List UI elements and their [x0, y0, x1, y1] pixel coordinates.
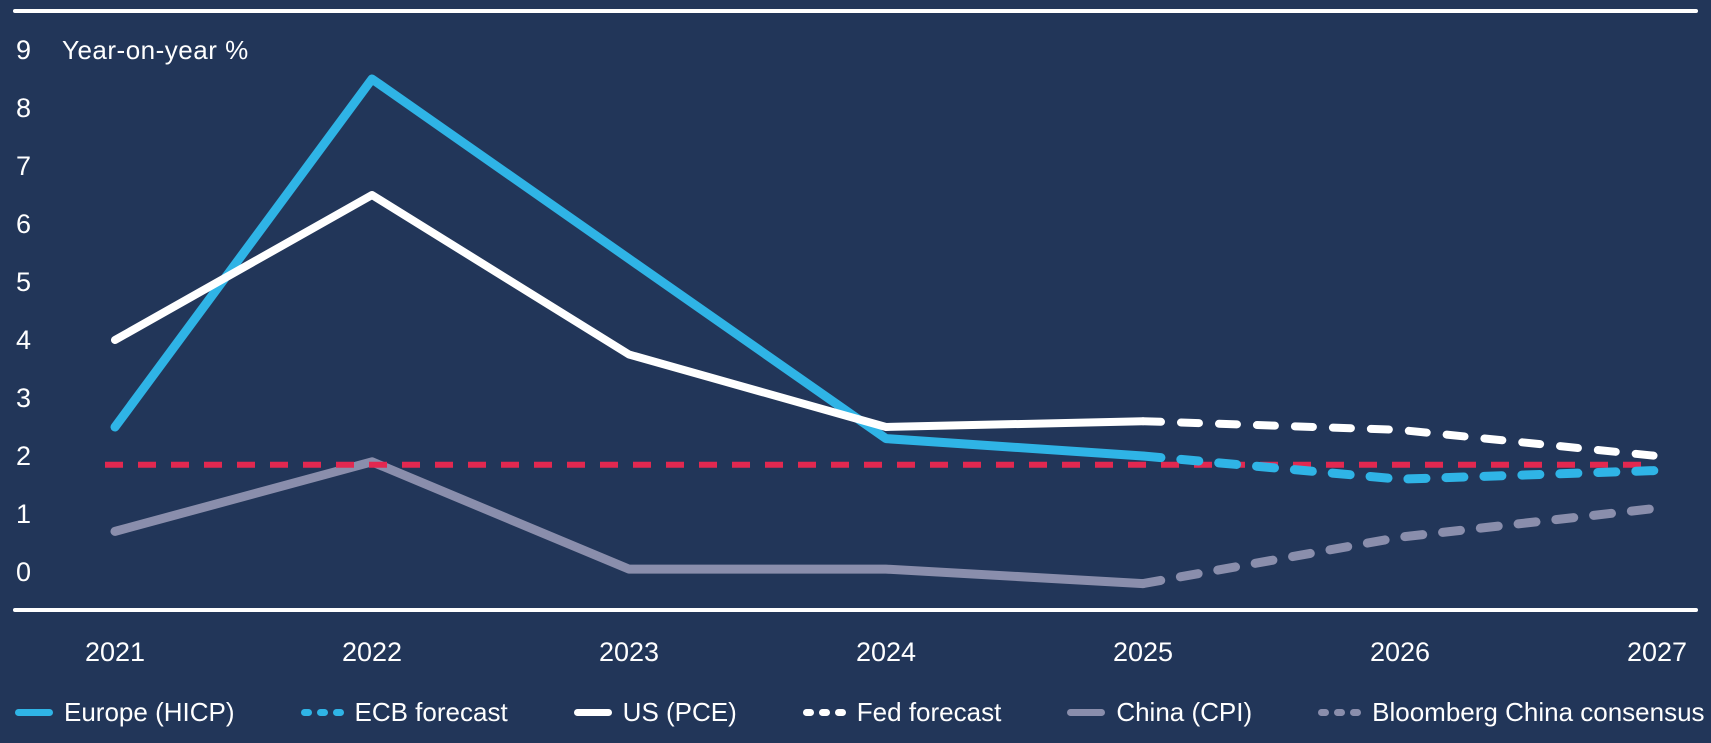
y-axis-tick-label: 3	[16, 383, 32, 413]
legend-label: ECB forecast	[354, 697, 508, 727]
solid-line-swatch-icon	[573, 708, 612, 716]
chart-legend: Europe (HICP) ECB forecast US (PCE) Fed for…	[15, 696, 1711, 728]
legend-item-china-cpi: China (CPI)	[1067, 696, 1252, 728]
dashed-line-swatch-icon	[300, 708, 344, 716]
x-axis-year-label: 2025	[1112, 637, 1174, 667]
legend-item-ecb-forecast: ECB forecast	[300, 696, 508, 728]
x-axis-line	[13, 608, 1698, 612]
series-line-bloomberg-china-consensus	[1138, 503, 1662, 589]
x-axis-year-label: 2026	[1369, 637, 1431, 667]
series-line-europe-hicp	[110, 74, 1148, 461]
x-axis-year-label: 2023	[598, 637, 660, 667]
series-line-china-cpi	[110, 457, 1148, 589]
series-line-fed-forecast	[1139, 417, 1661, 460]
legend-label: Bloomberg China consensus	[1372, 697, 1705, 727]
x-axis-year-label: 2021	[84, 637, 146, 667]
y-axis-tick-label: 5	[16, 267, 32, 297]
solid-line-swatch-icon	[1067, 708, 1106, 716]
legend-item-us-pce: US (PCE)	[573, 696, 737, 728]
y-axis-tick-label: 7	[16, 151, 32, 181]
legend-label: US (PCE)	[622, 697, 737, 727]
x-axis-year-label: 2027	[1626, 637, 1688, 667]
series-line-us-pce	[111, 191, 1147, 431]
legend-item-bloomberg-china-consensus: Bloomberg China consensus	[1318, 696, 1705, 728]
dashed-line-swatch-icon	[1318, 708, 1362, 716]
series-line-ecb-forecast	[1138, 451, 1662, 484]
dashed-line-swatch-icon	[802, 708, 846, 716]
x-axis-year-label: 2024	[855, 637, 917, 667]
y-axis-tick-label: 2	[16, 441, 32, 471]
legend-label: China (CPI)	[1116, 697, 1253, 727]
y-axis-tick-label: 9	[16, 35, 32, 65]
chart-top-border	[13, 9, 1698, 13]
y-axis-tick-label: 4	[16, 325, 32, 355]
legend-label: Europe (HICP)	[64, 697, 235, 727]
solid-line-swatch-icon	[15, 708, 53, 716]
legend-item-fed-forecast: Fed forecast	[802, 696, 1002, 728]
legend-label: Fed forecast	[856, 697, 1002, 727]
y-axis-tick-label: 1	[16, 499, 32, 529]
legend-item-europe-hicp: Europe (HICP)	[15, 696, 235, 728]
y-axis-unit-label: Year-on-year %	[62, 35, 249, 65]
y-axis-tick-label: 6	[16, 209, 32, 239]
x-axis-year-label: 2022	[341, 637, 403, 667]
y-axis-tick-label: 8	[16, 93, 32, 123]
y-axis-tick-label: 0	[16, 557, 32, 587]
